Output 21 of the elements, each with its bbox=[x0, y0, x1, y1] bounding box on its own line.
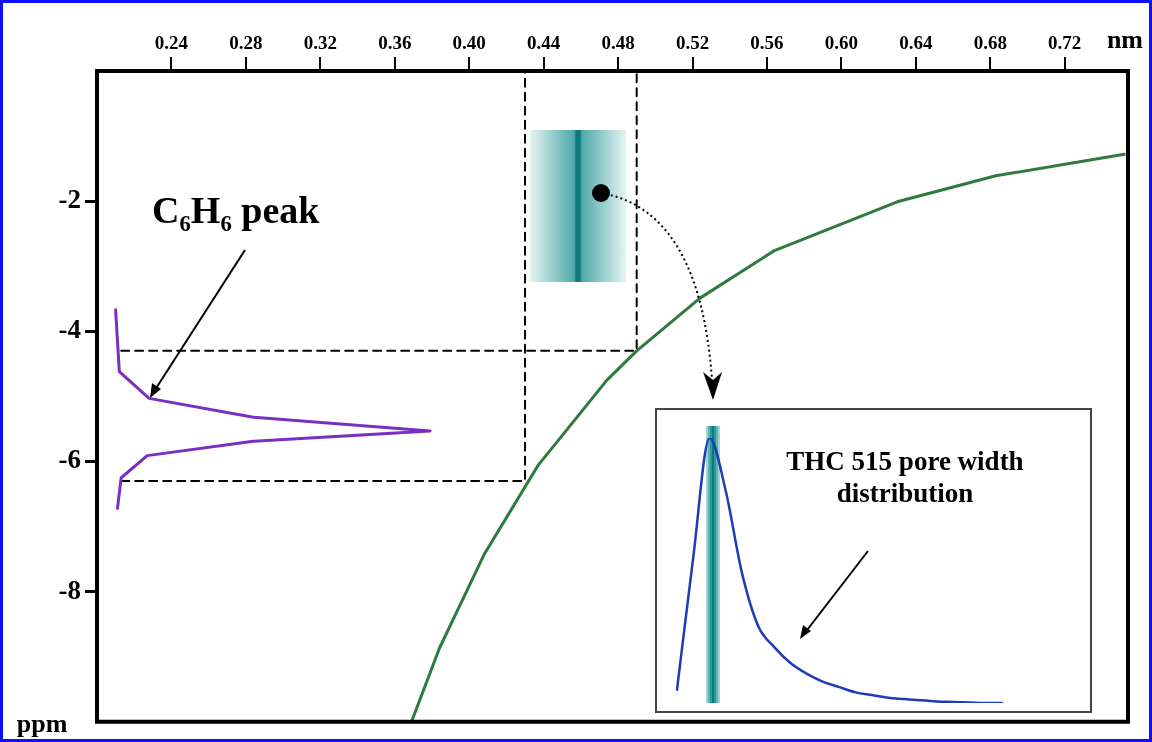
y-tick-label: -6 bbox=[58, 444, 81, 475]
x-tick-label: 0.52 bbox=[675, 31, 710, 53]
x-tick-label: 0.40 bbox=[452, 31, 486, 53]
x-tick-label: 0.48 bbox=[601, 31, 635, 53]
y-tick-label: -2 bbox=[58, 184, 81, 215]
x-tick-label: 0.64 bbox=[899, 31, 933, 53]
y-axis-title: ppm bbox=[16, 708, 68, 738]
x-tick-label: 0.32 bbox=[303, 31, 337, 53]
x-tick-label: 0.24 bbox=[154, 31, 189, 53]
y-tick-label: -8 bbox=[58, 574, 81, 605]
annotation: THC 515 pore width distribution bbox=[785, 445, 1025, 510]
x-tick-label: 0.60 bbox=[824, 31, 859, 53]
x-tick-label: 0.44 bbox=[527, 31, 561, 53]
annotation: C₆H₆ peak bbox=[152, 188, 320, 232]
x-tick-label: 0.36 bbox=[378, 31, 412, 53]
x-axis-title: nm bbox=[1106, 25, 1144, 54]
x-tick-label: 0.28 bbox=[229, 31, 263, 53]
x-tick-label: 0.68 bbox=[973, 31, 1007, 53]
x-tick-label: 0.56 bbox=[750, 31, 784, 53]
y-tick-label: -4 bbox=[58, 314, 81, 345]
x-tick-label: 0.72 bbox=[1048, 31, 1082, 53]
